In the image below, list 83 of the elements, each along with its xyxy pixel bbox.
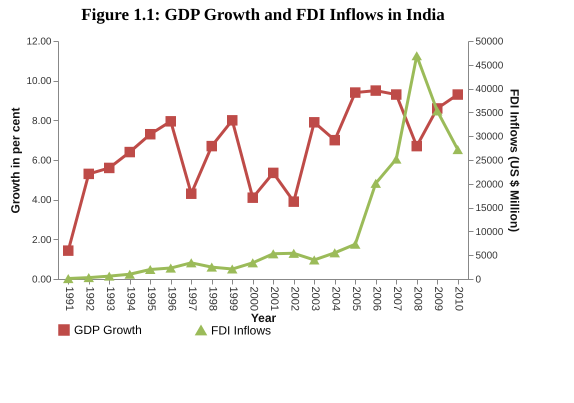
x-tick-label: 1995 <box>144 286 157 311</box>
point <box>104 272 114 281</box>
y2-tick-label: 45000 <box>476 60 504 72</box>
y2-tick-label: 0 <box>476 274 482 286</box>
y-tick-label: 8.00 <box>32 116 52 127</box>
x-tick-label: 2001 <box>268 286 280 311</box>
y2-tick-label: 20000 <box>476 179 504 190</box>
point <box>330 134 340 146</box>
x-tick-label: 2002 <box>288 286 300 311</box>
y2-tick-label: 40000 <box>476 84 504 96</box>
point <box>206 262 217 272</box>
x-tick-label: 1998 <box>206 286 218 311</box>
point <box>124 146 135 158</box>
x-tick-label: 2007 <box>390 286 403 311</box>
y-tick-label: 12.00 <box>26 36 52 48</box>
y2-tick-label: 10000 <box>476 226 504 238</box>
point <box>370 85 381 96</box>
x-tick-label: 2008 <box>411 286 424 311</box>
y-tick-label: 2.00 <box>32 234 52 246</box>
point <box>63 274 74 284</box>
point <box>268 249 278 258</box>
point <box>288 248 299 258</box>
y-tick-label: 6.00 <box>32 156 52 166</box>
x-tick-label: 2005 <box>350 286 362 311</box>
point <box>391 154 402 164</box>
point <box>186 188 196 199</box>
legend-label: GDP Growth <box>74 323 142 337</box>
point <box>309 255 320 264</box>
point <box>452 89 463 100</box>
point <box>227 264 238 274</box>
y-tick-label: 0.00 <box>32 274 52 286</box>
y2-tick-label: 35000 <box>476 108 504 119</box>
point <box>145 264 156 274</box>
point <box>412 140 422 152</box>
point <box>145 128 156 140</box>
y2-tick-label: 50000 <box>476 36 504 48</box>
x-tick-label: 1992 <box>83 286 96 311</box>
point <box>350 240 360 249</box>
point <box>391 89 402 100</box>
x-tick-label: 2004 <box>329 286 342 311</box>
point <box>288 196 299 207</box>
y2-tick-label: 25000 <box>476 156 504 166</box>
point <box>124 270 135 279</box>
point <box>166 264 176 273</box>
point <box>432 106 442 116</box>
point <box>84 273 94 282</box>
x-tick-label: 2009 <box>432 286 444 311</box>
point <box>350 87 360 98</box>
point <box>186 258 196 268</box>
point <box>452 144 463 154</box>
point <box>268 168 278 178</box>
point <box>330 248 340 258</box>
y2-axis-title: FDI Inflows (US $ Million) <box>507 88 522 232</box>
point <box>63 245 74 256</box>
y2-tick-label: 30000 <box>476 132 504 143</box>
y-tick-label: 10.00 <box>26 76 52 88</box>
x-tick-label: 1999 <box>226 286 239 311</box>
point <box>370 178 381 188</box>
x-tick-label: 2010 <box>452 286 464 311</box>
point <box>166 116 176 127</box>
y-axis-title: Growth in per cent <box>8 107 22 214</box>
point <box>206 140 217 152</box>
legend-label: FDI Inflows <box>211 323 272 338</box>
x-tick-label: 1997 <box>186 286 198 311</box>
x-tick-label: 2003 <box>308 286 321 311</box>
x-tick-label: 2006 <box>370 286 382 311</box>
y2-tick-label: 15000 <box>476 203 504 214</box>
point <box>104 162 114 174</box>
x-axis-title: Year <box>250 310 277 325</box>
x-tick-label: 2000 <box>247 286 260 311</box>
point <box>248 258 258 268</box>
chart-title: Figure 1.1: GDP Growth and FDI Inflows in India <box>81 5 446 24</box>
point <box>309 117 320 128</box>
y-tick-label: 4.00 <box>32 195 52 206</box>
y2-tick-label: 5000 <box>476 250 498 262</box>
point <box>412 51 422 60</box>
x-tick-label: 1993 <box>104 286 116 311</box>
x-tick-label: 1994 <box>124 286 136 311</box>
x-tick-label: 1991 <box>62 286 75 311</box>
point <box>248 192 258 203</box>
point <box>84 168 94 180</box>
point <box>227 115 238 126</box>
x-tick-label: 1996 <box>165 286 178 311</box>
